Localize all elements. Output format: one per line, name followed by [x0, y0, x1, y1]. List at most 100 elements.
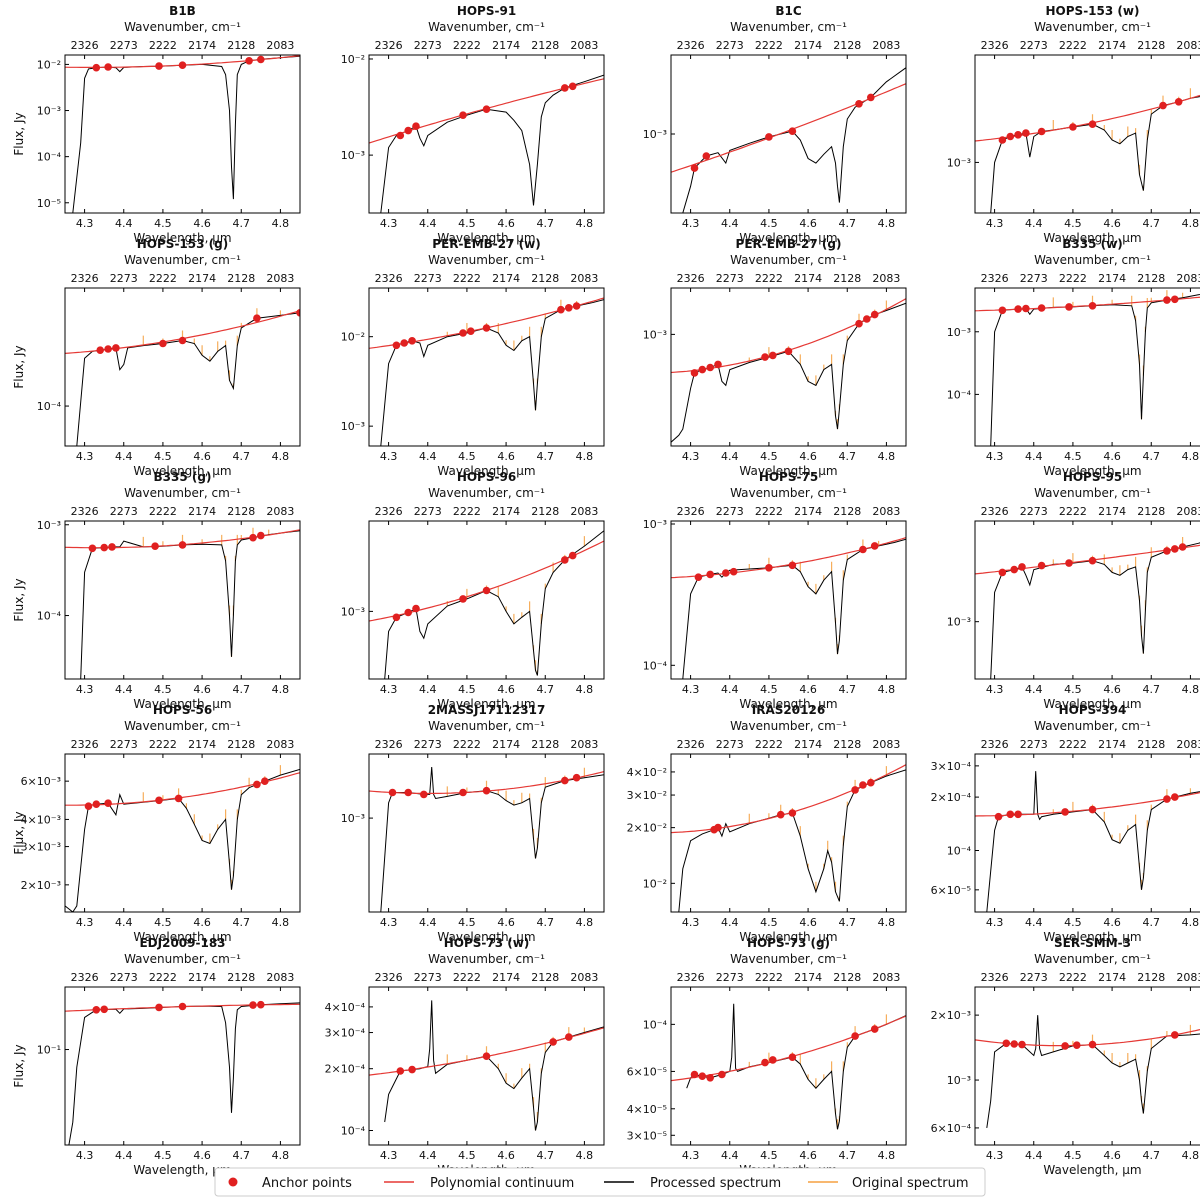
anchor-point	[776, 810, 785, 819]
polynomial-continuum	[369, 540, 604, 622]
top-tick-label: 2083	[570, 505, 598, 518]
panel: HOPS-73 (w) Wavenumber, cm⁻¹ 2326 2273 2222 2…	[325, 936, 605, 1177]
top-tick-label: 2326	[375, 971, 403, 984]
top-tick-label: 2273	[110, 272, 138, 285]
x-tick-label: 4.3	[76, 450, 94, 463]
x-tick-label: 4.6	[497, 683, 515, 696]
panel-title: PER-EMB-27 (g)	[736, 237, 842, 251]
x-tick-label: 4.3	[682, 916, 700, 929]
y-tick-label: 10⁻³	[947, 156, 971, 169]
anchor-point	[859, 545, 867, 554]
panel-title: EDJ2009-183	[139, 936, 225, 950]
panel-frame	[64, 520, 301, 680]
top-tick-label: 2222	[1059, 738, 1087, 751]
anchor-point	[722, 569, 730, 577]
x-tick-label: 4.3	[986, 217, 1004, 230]
top-tick-label: 2083	[1176, 272, 1200, 285]
top-tick-label: 2174	[492, 505, 520, 518]
plot-area	[975, 1015, 1200, 1128]
panel: 2MASSJ17112317 Wavenumber, cm⁻¹ 2326 2273 22…	[341, 703, 605, 944]
top-tick-label: 2128	[531, 505, 559, 518]
x-tick-label: 4.5	[458, 916, 476, 929]
top-tick-label: 2083	[872, 971, 900, 984]
y-tick-label: 6×10⁻⁵	[627, 1065, 667, 1078]
y-tick-label: 6×10⁻⁴	[931, 1122, 972, 1135]
panel-title: B1C	[775, 4, 801, 18]
y-axis-label: Flux, Jy	[12, 112, 26, 155]
y-tick-label: 10⁻³	[37, 105, 61, 118]
x-tick-label: 4.5	[1064, 916, 1082, 929]
x-tick-label: 4.3	[986, 683, 1004, 696]
top-tick-label: 2083	[1176, 971, 1200, 984]
x-tick-label: 4.8	[272, 1149, 290, 1162]
anchor-point	[994, 812, 1003, 821]
anchor-point	[459, 329, 467, 337]
panel: B1B Wavenumber, cm⁻¹ 2326 2273 2222 2174 2128 2…	[12, 4, 301, 245]
x-axis-label: Wavelength, μm	[739, 930, 837, 944]
x-axis-label: Wavelength, μm	[1043, 231, 1141, 245]
original-spectrum	[748, 539, 880, 655]
top-tick-label: 2222	[453, 738, 481, 751]
top-tick-label: 2222	[453, 505, 481, 518]
anchor-point	[459, 595, 467, 603]
y-tick-label: 10⁻²	[643, 877, 667, 890]
anchor-point	[1010, 1040, 1018, 1048]
y-tick-label: 3×10⁻⁴	[325, 1027, 366, 1040]
x-tick-label: 4.4	[1025, 683, 1043, 696]
panel-frame	[64, 287, 301, 447]
x-tick-label: 4.3	[682, 683, 700, 696]
x-tick-label: 4.8	[272, 916, 290, 929]
anchor-point	[249, 533, 257, 542]
anchor-point	[459, 788, 467, 797]
anchor-point	[572, 302, 581, 310]
processed-spectrum	[986, 1015, 1200, 1128]
anchor-point	[998, 568, 1007, 577]
x-tick-label: 4.8	[878, 1149, 896, 1162]
top-tick-label: 2128	[1137, 971, 1165, 984]
anchor-point	[253, 780, 261, 789]
top-tick-label: 2326	[677, 39, 705, 52]
top-tick-label: 2273	[716, 272, 744, 285]
anchor-point	[1174, 98, 1183, 106]
anchor-point	[1163, 547, 1171, 555]
panel: HOPS-153 (g) Wavenumber, cm⁻¹ 2326 2273 2222…	[12, 237, 301, 478]
anchor-point	[178, 336, 187, 345]
anchor-point	[84, 802, 93, 810]
anchor-point	[1018, 1040, 1026, 1049]
anchor-point	[92, 63, 101, 72]
top-tick-label: 2128	[833, 39, 861, 52]
polynomial-continuum	[671, 83, 906, 173]
x-tick-label: 4.6	[799, 916, 817, 929]
top-tick-label: 2128	[227, 505, 255, 518]
panel-title: B335 (w)	[1062, 237, 1122, 251]
y-tick-label: 10⁻⁴	[947, 844, 972, 857]
y-tick-label: 4×10⁻²	[627, 766, 667, 779]
anchor-point	[769, 351, 777, 360]
x-tick-label: 4.5	[154, 217, 172, 230]
anchor-point	[257, 55, 265, 64]
x-tick-label: 4.6	[193, 450, 211, 463]
anchor-point	[112, 344, 120, 352]
anchor-point	[788, 809, 797, 817]
top-tick-label: 2128	[1137, 39, 1165, 52]
x-tick-label: 4.5	[154, 683, 172, 696]
x-tick-label: 4.3	[986, 916, 1004, 929]
top-axis-label: Wavenumber, cm⁻¹	[730, 952, 847, 966]
top-axis-label: Wavenumber, cm⁻¹	[428, 719, 545, 733]
anchor-point	[870, 310, 879, 319]
top-axis-label: Wavenumber, cm⁻¹	[428, 952, 545, 966]
x-tick-label: 4.3	[380, 683, 398, 696]
anchor-point	[870, 1025, 879, 1033]
x-tick-label: 4.3	[380, 1149, 398, 1162]
panel: HOPS-153 (w) Wavenumber, cm⁻¹ 2326 2273 2222…	[947, 4, 1200, 245]
anchor-point	[155, 1003, 163, 1012]
x-tick-label: 4.6	[1103, 1149, 1121, 1162]
y-tick-label: 2×10⁻³	[21, 879, 61, 892]
x-tick-label: 4.5	[458, 1149, 476, 1162]
anchor-point	[100, 543, 108, 552]
top-tick-label: 2326	[71, 39, 99, 52]
x-tick-label: 4.5	[760, 217, 778, 230]
anchor-point	[159, 339, 167, 348]
anchor-point	[765, 133, 773, 141]
processed-spectrum	[678, 538, 906, 679]
